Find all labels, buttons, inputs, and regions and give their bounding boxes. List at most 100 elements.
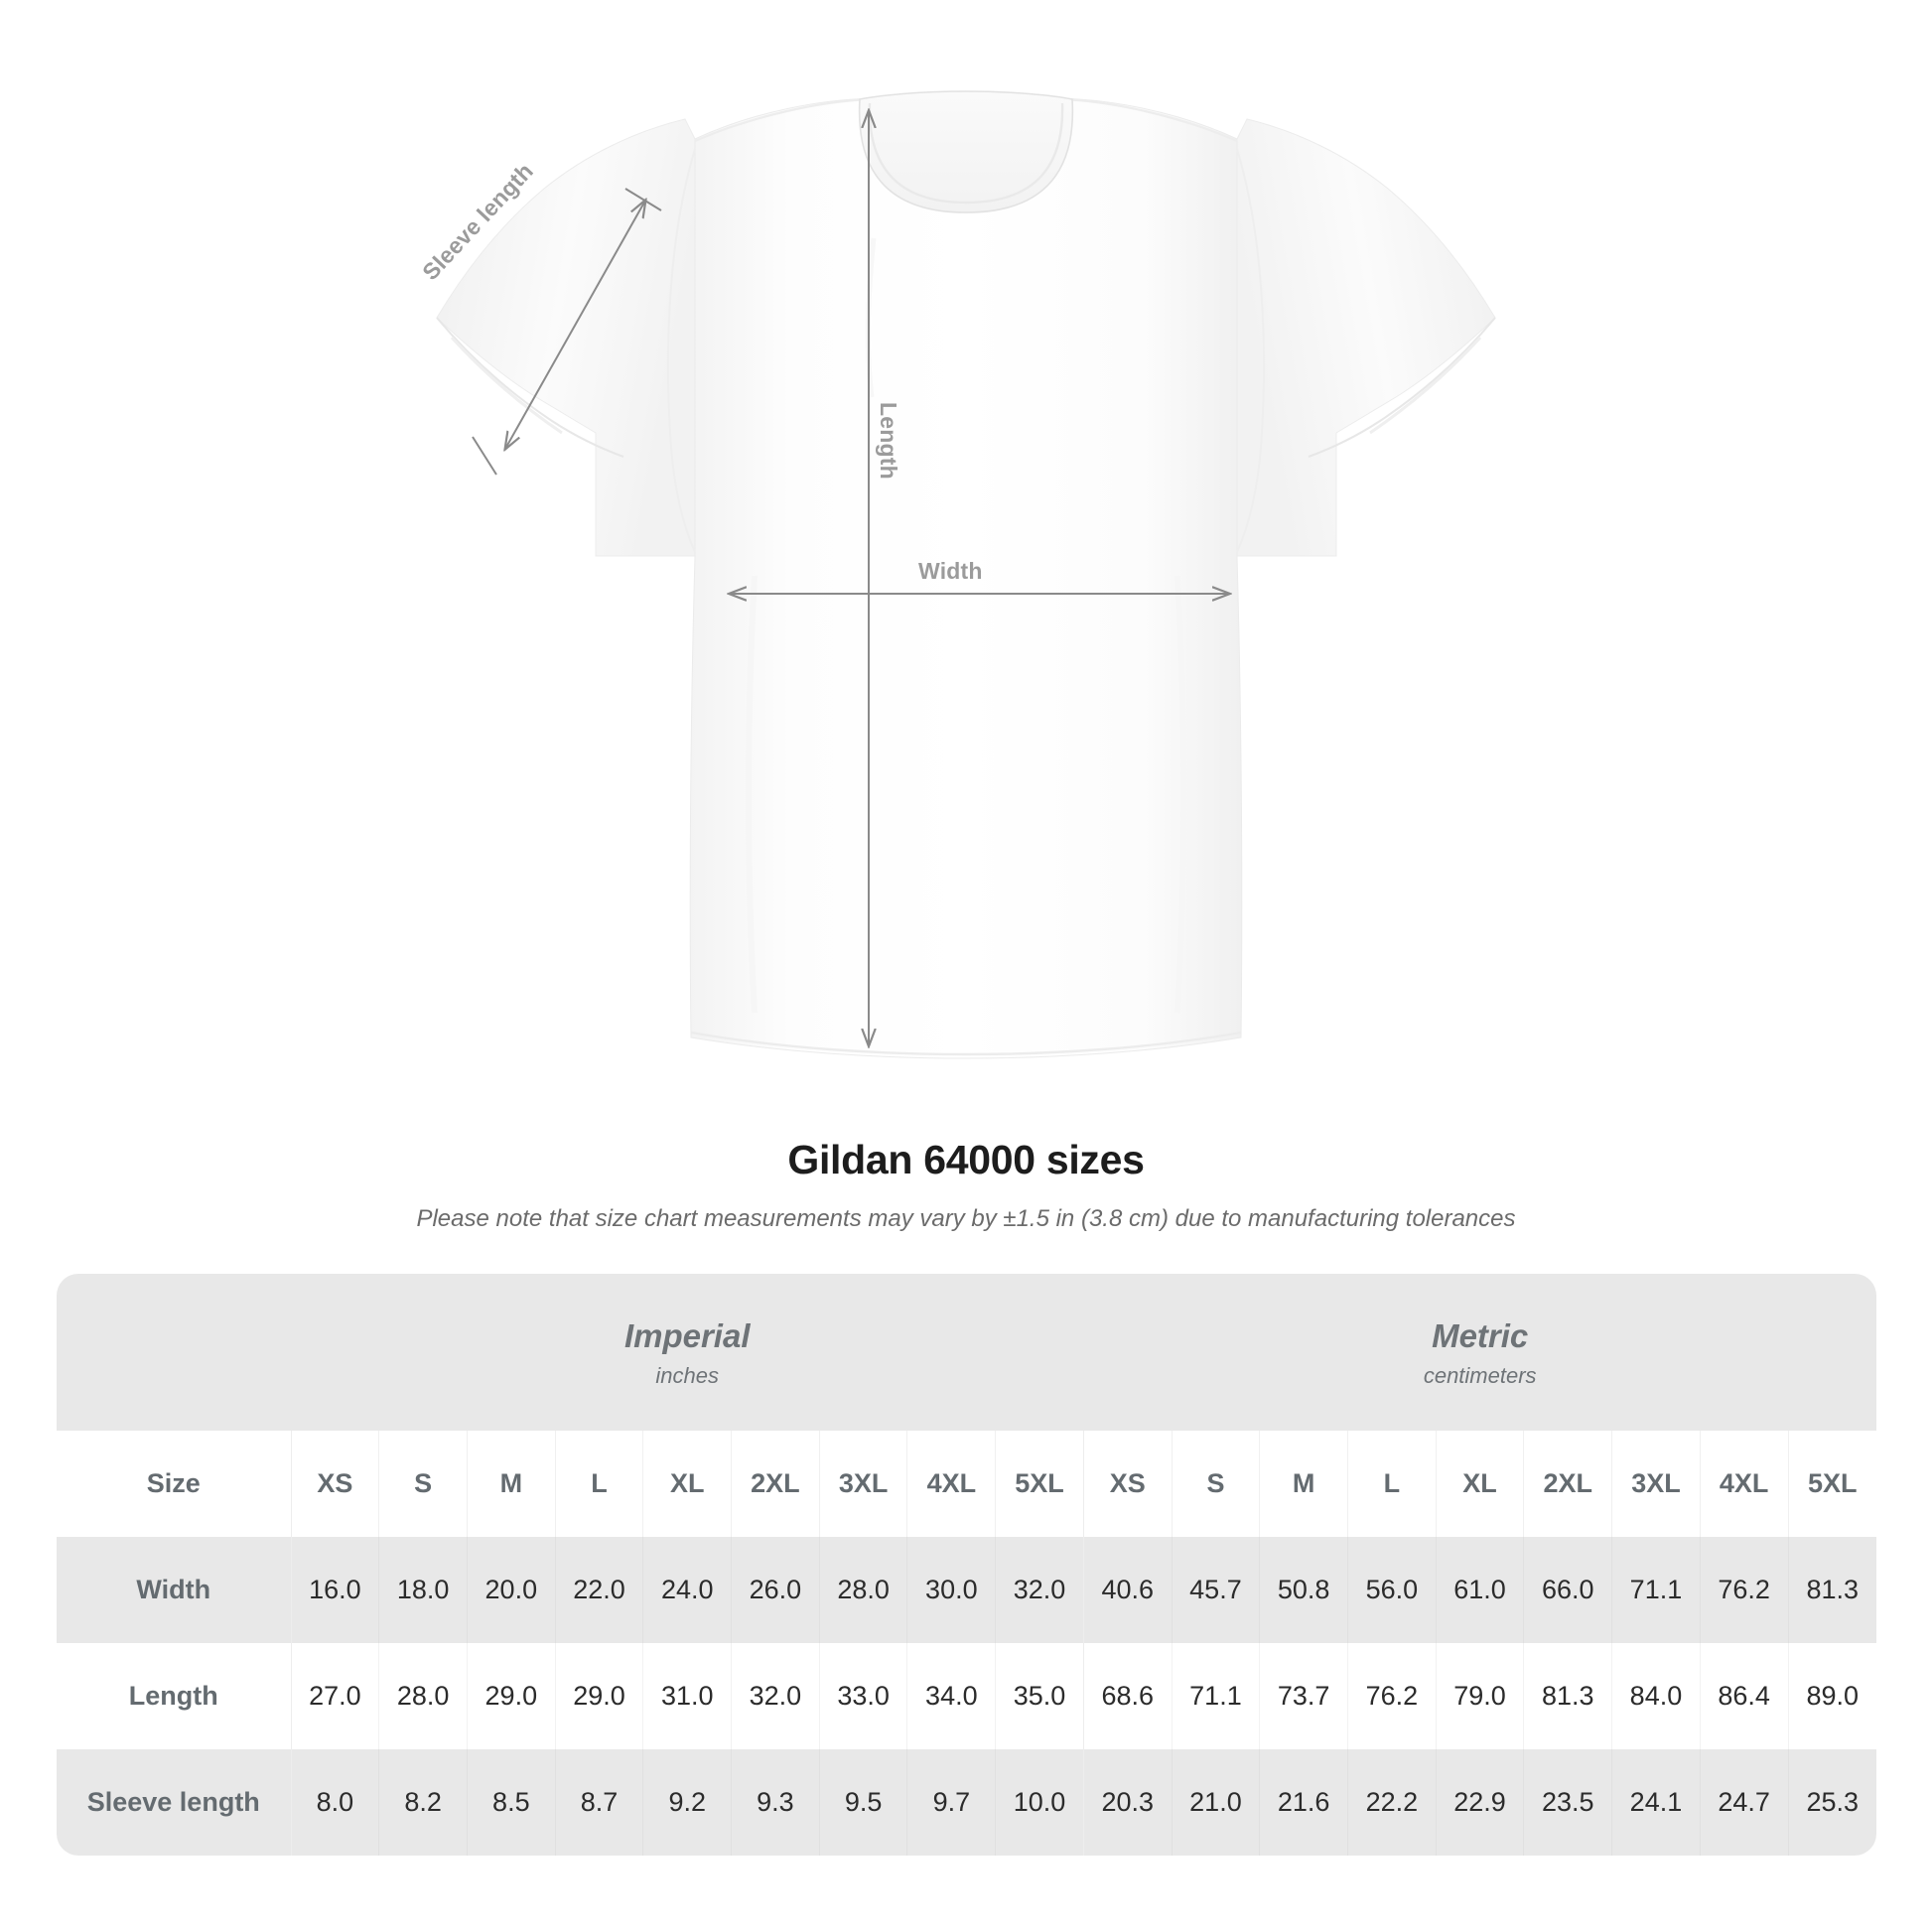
cell-width-imperial-4: 24.0 — [642, 1537, 732, 1643]
cell-width-metric-1: 45.7 — [1171, 1537, 1260, 1643]
cell-length-metric-5: 81.3 — [1523, 1643, 1612, 1749]
row-label-sleeve-length: Sleeve length — [57, 1749, 292, 1856]
size-header-metric-m: M — [1259, 1431, 1348, 1537]
size-header-imperial-2xl: 2XL — [731, 1431, 820, 1537]
chart-heading: Gildan 64000 sizes Please note that size… — [0, 1137, 1932, 1233]
sleeve-length-arrow — [505, 201, 645, 449]
cell-width-imperial-1: 18.0 — [378, 1537, 468, 1643]
size-header-metric-s: S — [1171, 1431, 1260, 1537]
size-header-imperial-3xl: 3XL — [818, 1431, 907, 1537]
cell-sleeve-length-imperial-5: 9.3 — [731, 1749, 820, 1856]
cell-sleeve-length-imperial-1: 8.2 — [378, 1749, 468, 1856]
cell-length-imperial-1: 28.0 — [378, 1643, 468, 1749]
cell-sleeve-length-imperial-8: 10.0 — [995, 1749, 1084, 1856]
cell-length-imperial-7: 34.0 — [906, 1643, 996, 1749]
cell-sleeve-length-metric-5: 23.5 — [1523, 1749, 1612, 1856]
size-header-imperial-l: L — [554, 1431, 643, 1537]
size-chart-table: Imperial inches Metric centimeters Size XS S M L… — [57, 1274, 1876, 1856]
table-row: Width 16.0 18.0 20.0 22.0 24.0 26.0 28.0 30.0 32.… — [57, 1537, 1876, 1643]
cell-sleeve-length-metric-4: 22.9 — [1435, 1749, 1524, 1856]
unit-header-spacer — [57, 1274, 292, 1431]
cell-sleeve-length-imperial-6: 9.5 — [818, 1749, 907, 1856]
cell-width-imperial-5: 26.0 — [731, 1537, 820, 1643]
sleeve-tick-bottom — [472, 436, 497, 476]
table-row: Sleeve length 8.0 8.2 8.5 8.7 9.2 9.3 9.5 9.7 10.… — [57, 1749, 1876, 1856]
cell-sleeve-length-metric-7: 24.7 — [1699, 1749, 1789, 1856]
cell-width-metric-7: 76.2 — [1699, 1537, 1789, 1643]
sleeve-tick-top — [624, 188, 662, 211]
cell-sleeve-length-metric-6: 24.1 — [1611, 1749, 1701, 1856]
cell-length-imperial-4: 31.0 — [642, 1643, 732, 1749]
table-row: Length 27.0 28.0 29.0 29.0 31.0 32.0 33.0 34.0 35… — [57, 1643, 1876, 1749]
cell-width-imperial-6: 28.0 — [818, 1537, 907, 1643]
cell-length-imperial-8: 35.0 — [995, 1643, 1084, 1749]
cell-sleeve-length-imperial-4: 9.2 — [642, 1749, 732, 1856]
cell-sleeve-length-metric-1: 21.0 — [1171, 1749, 1260, 1856]
cell-length-metric-1: 71.1 — [1171, 1643, 1260, 1749]
cell-width-metric-6: 71.1 — [1611, 1537, 1701, 1643]
tshirt-svg — [436, 90, 1496, 1059]
size-header-metric-3xl: 3XL — [1611, 1431, 1701, 1537]
unit-group-imperial: Imperial inches — [291, 1274, 1084, 1431]
cell-length-metric-0: 68.6 — [1082, 1643, 1173, 1749]
cell-length-imperial-2: 29.0 — [466, 1643, 556, 1749]
size-header-metric-l: L — [1347, 1431, 1437, 1537]
cell-width-imperial-3: 22.0 — [554, 1537, 643, 1643]
size-header-metric-2xl: 2XL — [1523, 1431, 1612, 1537]
unit-group-name: Imperial — [623, 1317, 751, 1355]
length-label: Length — [876, 402, 901, 480]
cell-length-imperial-6: 33.0 — [818, 1643, 907, 1749]
size-header-metric-4xl: 4XL — [1699, 1431, 1789, 1537]
cell-length-metric-2: 73.7 — [1259, 1643, 1348, 1749]
cell-sleeve-length-imperial-2: 8.5 — [466, 1749, 556, 1856]
cell-sleeve-length-metric-8: 25.3 — [1787, 1749, 1876, 1856]
width-label: Width — [918, 558, 983, 584]
cell-width-metric-5: 66.0 — [1523, 1537, 1612, 1643]
size-chart-table-container: Imperial inches Metric centimeters Size XS S M L… — [57, 1274, 1876, 1856]
unit-group-subtitle: centimeters — [1423, 1362, 1537, 1388]
cell-length-metric-6: 84.0 — [1611, 1643, 1701, 1749]
cell-width-metric-0: 40.6 — [1082, 1537, 1173, 1643]
page-title: Gildan 64000 sizes — [787, 1137, 1145, 1182]
cell-length-metric-7: 86.4 — [1699, 1643, 1789, 1749]
size-header-imperial-s: S — [378, 1431, 468, 1537]
size-header-imperial-xs: XS — [290, 1431, 379, 1537]
cell-length-metric-3: 76.2 — [1347, 1643, 1437, 1749]
size-header-imperial-4xl: 4XL — [906, 1431, 996, 1537]
cell-sleeve-length-imperial-0: 8.0 — [290, 1749, 379, 1856]
size-header-row: Size XS S M L XL 2XL 3XL 4XL 5XL XS S M L XL 2XL 3XL 4XL 5… — [57, 1431, 1876, 1537]
size-header-imperial-m: M — [466, 1431, 556, 1537]
cell-sleeve-length-metric-0: 20.3 — [1082, 1749, 1173, 1856]
cell-sleeve-length-imperial-7: 9.7 — [906, 1749, 996, 1856]
cell-width-imperial-2: 20.0 — [466, 1537, 556, 1643]
cell-width-metric-4: 61.0 — [1435, 1537, 1524, 1643]
row-label-width: Width — [57, 1537, 292, 1643]
cell-length-metric-4: 79.0 — [1435, 1643, 1524, 1749]
cell-width-metric-2: 50.8 — [1259, 1537, 1348, 1643]
measurement-arrows — [472, 111, 1229, 1045]
cell-length-imperial-5: 32.0 — [731, 1643, 820, 1749]
cell-width-metric-8: 81.3 — [1787, 1537, 1876, 1643]
unit-header-row: Imperial inches Metric centimeters — [57, 1274, 1876, 1431]
size-header-imperial-xl: XL — [642, 1431, 732, 1537]
size-header-metric-xl: XL — [1435, 1431, 1524, 1537]
cell-length-imperial-3: 29.0 — [554, 1643, 643, 1749]
size-header-label: Size — [57, 1431, 292, 1537]
cell-width-metric-3: 56.0 — [1347, 1537, 1437, 1643]
unit-group-metric: Metric centimeters — [1083, 1274, 1876, 1431]
cell-width-imperial-8: 32.0 — [995, 1537, 1084, 1643]
cell-width-imperial-7: 30.0 — [906, 1537, 996, 1643]
cell-sleeve-length-metric-3: 22.2 — [1347, 1749, 1437, 1856]
cell-width-imperial-0: 16.0 — [290, 1537, 379, 1643]
cell-sleeve-length-imperial-3: 8.7 — [554, 1749, 643, 1856]
size-header-imperial-5xl: 5XL — [995, 1431, 1084, 1537]
size-header-metric-xs: XS — [1082, 1431, 1173, 1537]
cell-sleeve-length-metric-2: 21.6 — [1259, 1749, 1348, 1856]
size-header-metric-5xl: 5XL — [1787, 1431, 1876, 1537]
tshirt-illustration: Sleeve length Length Width — [417, 90, 1496, 1059]
unit-group-name: Metric — [1432, 1317, 1529, 1355]
tolerance-note: Please note that size chart measurements… — [416, 1205, 1516, 1232]
cell-length-metric-8: 89.0 — [1787, 1643, 1876, 1749]
row-label-length: Length — [57, 1643, 292, 1749]
